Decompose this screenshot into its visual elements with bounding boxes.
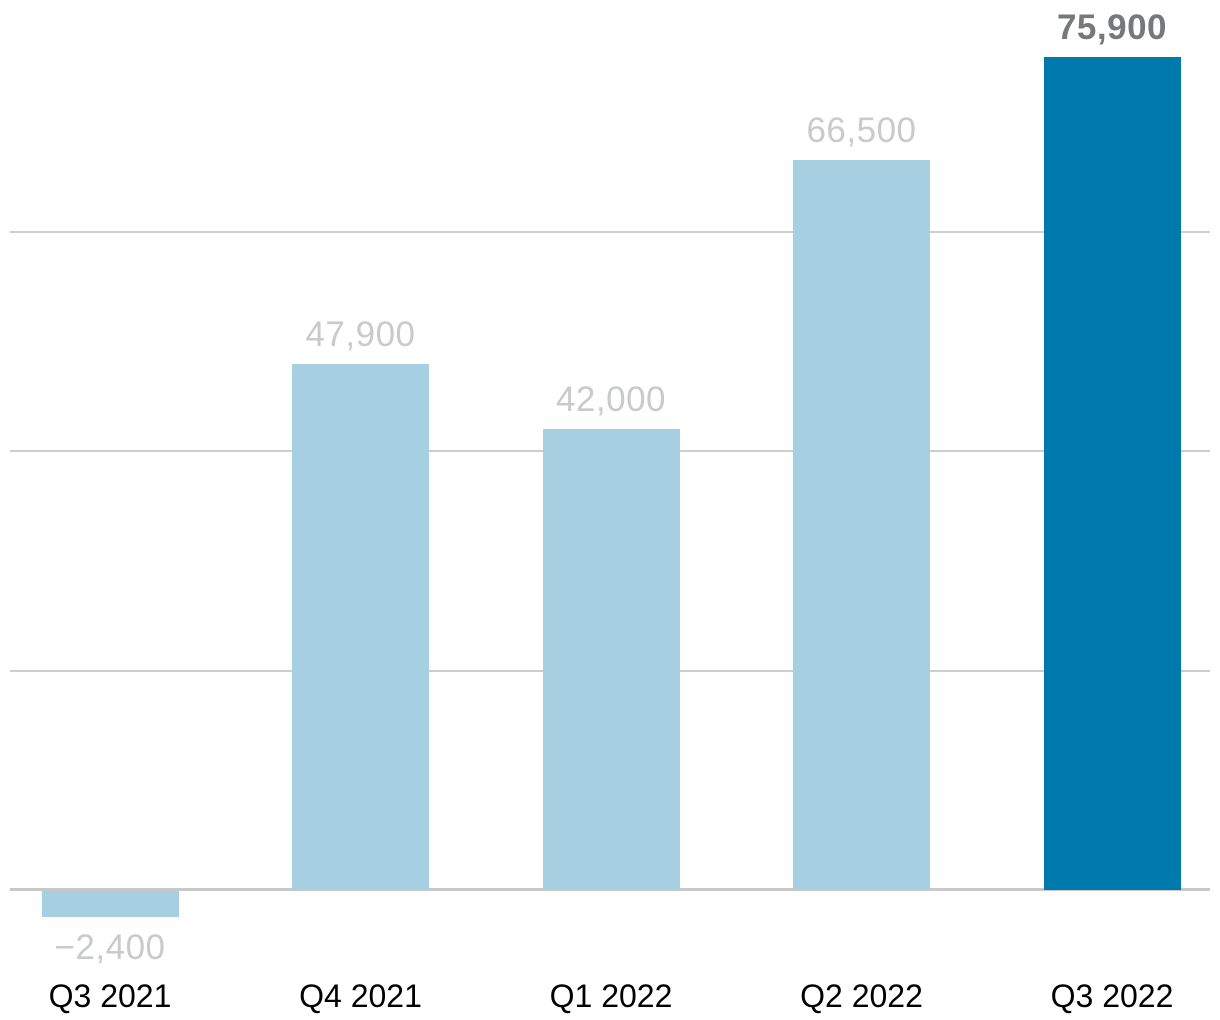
value-label-q2-2022: 66,500 bbox=[806, 111, 917, 151]
gridline-60000 bbox=[10, 230, 1210, 233]
value-label-q3-2022: 75,900 bbox=[1056, 7, 1168, 47]
bar-q2-2022 bbox=[793, 160, 930, 890]
x-axis-label-q3-2021: Q3 2021 bbox=[48, 978, 172, 1014]
bar-q3-2022 bbox=[1043, 56, 1181, 890]
bar-q4-2021 bbox=[292, 364, 429, 890]
bar-q1-2022 bbox=[542, 429, 680, 890]
value-label-q3-2021: −2,400 bbox=[54, 928, 166, 968]
bar-q3-2021 bbox=[41, 891, 179, 918]
x-axis-label-q1-2022: Q1 2022 bbox=[549, 978, 673, 1014]
x-axis-label-q2-2022: Q2 2022 bbox=[800, 978, 923, 1014]
value-label-q1-2022: 42,000 bbox=[555, 380, 667, 420]
value-label-q4-2021: 47,900 bbox=[305, 315, 416, 355]
x-axis-label-q3-2022: Q3 2022 bbox=[1050, 978, 1174, 1014]
x-axis-label-q4-2021: Q4 2021 bbox=[299, 978, 422, 1014]
